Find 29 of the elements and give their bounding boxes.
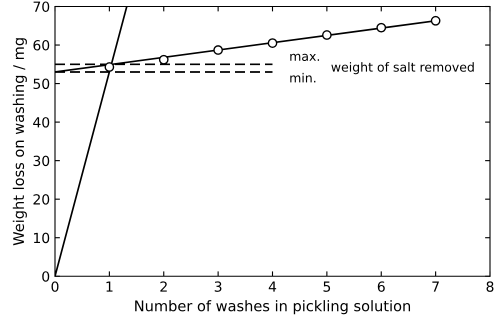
point — [430, 16, 440, 26]
y-tick-label: 10 — [34, 232, 50, 244]
x-tick-label: 7 — [432, 282, 439, 292]
series-label: min. — [290, 72, 316, 82]
x-tick-label: 8 — [486, 281, 494, 292]
y-tick-label: 30 — [34, 156, 50, 166]
y-tick-label: 50 — [34, 78, 50, 90]
series-label: max. — [290, 54, 320, 61]
x-tick-label: 5 — [324, 282, 330, 292]
point — [268, 38, 278, 48]
x-tick-label: 0 — [51, 281, 58, 292]
y-tick-label: 60 — [33, 40, 50, 51]
x-tick-label: 3 — [214, 281, 222, 292]
x-tick-label: 6 — [378, 281, 385, 292]
y-tick-label: 20 — [33, 194, 50, 205]
x-tick-label: 4 — [268, 282, 276, 292]
x-tick-label: 2 — [160, 281, 167, 292]
y-axis-title: Weight loss on washing / mg — [12, 38, 27, 246]
point — [104, 62, 114, 72]
point — [213, 45, 223, 55]
annotation: weight of salt removed — [331, 62, 474, 74]
point — [322, 30, 332, 40]
y-tick-label: 0 — [42, 271, 50, 282]
point — [376, 22, 386, 33]
x-tick-label: 1 — [106, 282, 113, 292]
y-tick-label: 70 — [34, 1, 50, 12]
y-tick-label: 40 — [33, 117, 50, 128]
x-axis-title: Number of washes in pickling solution — [135, 300, 410, 314]
point — [158, 54, 169, 65]
